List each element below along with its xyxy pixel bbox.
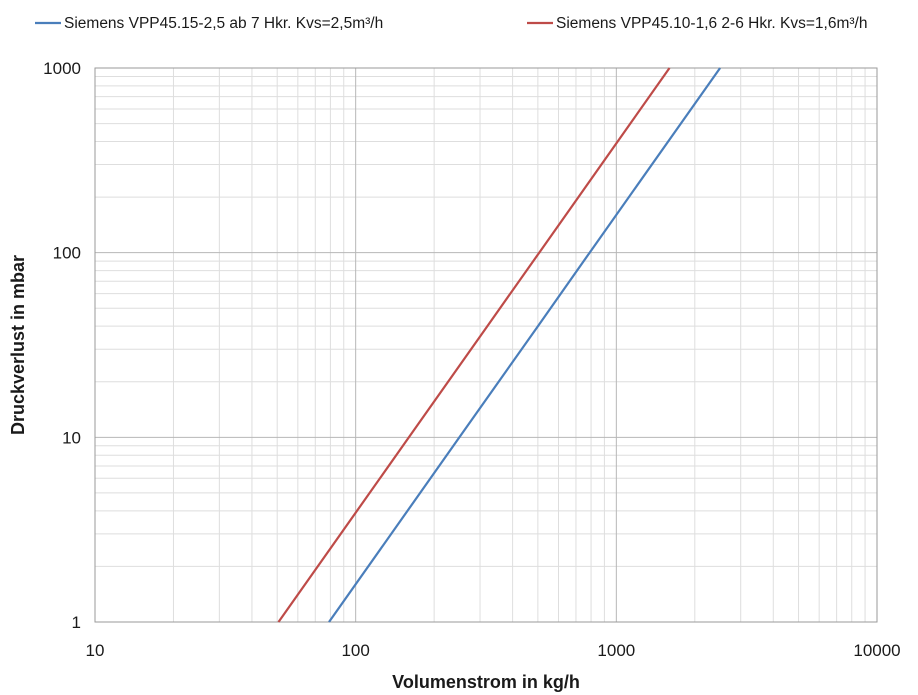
legend-item-1: Siemens VPP45.15-2,5 ab 7 Hkr. Kvs=2,5m³…	[35, 15, 383, 32]
series-line-1	[328, 67, 721, 623]
y-tick-label: 1000	[43, 59, 81, 78]
x-tick-label: 1000	[597, 641, 635, 660]
x-axis-title: Volumenstrom in kg/h	[392, 672, 580, 692]
legend: Siemens VPP45.15-2,5 ab 7 Hkr. Kvs=2,5m³…	[35, 15, 867, 32]
y-tick-label: 100	[53, 244, 81, 263]
legend-label-2: Siemens VPP45.10-1,6 2-6 Hkr. Kvs=1,6m³/…	[556, 15, 867, 32]
plot-area-frame	[94, 67, 878, 623]
y-axis-ticks: 1 10 100 1000	[43, 59, 81, 632]
minor-gridlines	[95, 68, 877, 622]
major-gridlines	[94, 68, 877, 623]
y-tick-label: 1	[72, 613, 81, 632]
legend-label-1: Siemens VPP45.15-2,5 ab 7 Hkr. Kvs=2,5m³…	[64, 15, 383, 32]
x-tick-label: 100	[341, 641, 369, 660]
y-tick-label: 10	[62, 428, 81, 447]
legend-item-2: Siemens VPP45.10-1,6 2-6 Hkr. Kvs=1,6m³/…	[527, 15, 867, 32]
x-tick-label: 10000	[853, 641, 900, 660]
series-line-2	[277, 67, 671, 623]
series-lines	[277, 67, 721, 623]
x-axis-ticks: 10 100 1000 10000	[86, 641, 901, 660]
x-tick-label: 10	[86, 641, 105, 660]
y-axis-title: Druckverlust in mbar	[8, 255, 28, 435]
